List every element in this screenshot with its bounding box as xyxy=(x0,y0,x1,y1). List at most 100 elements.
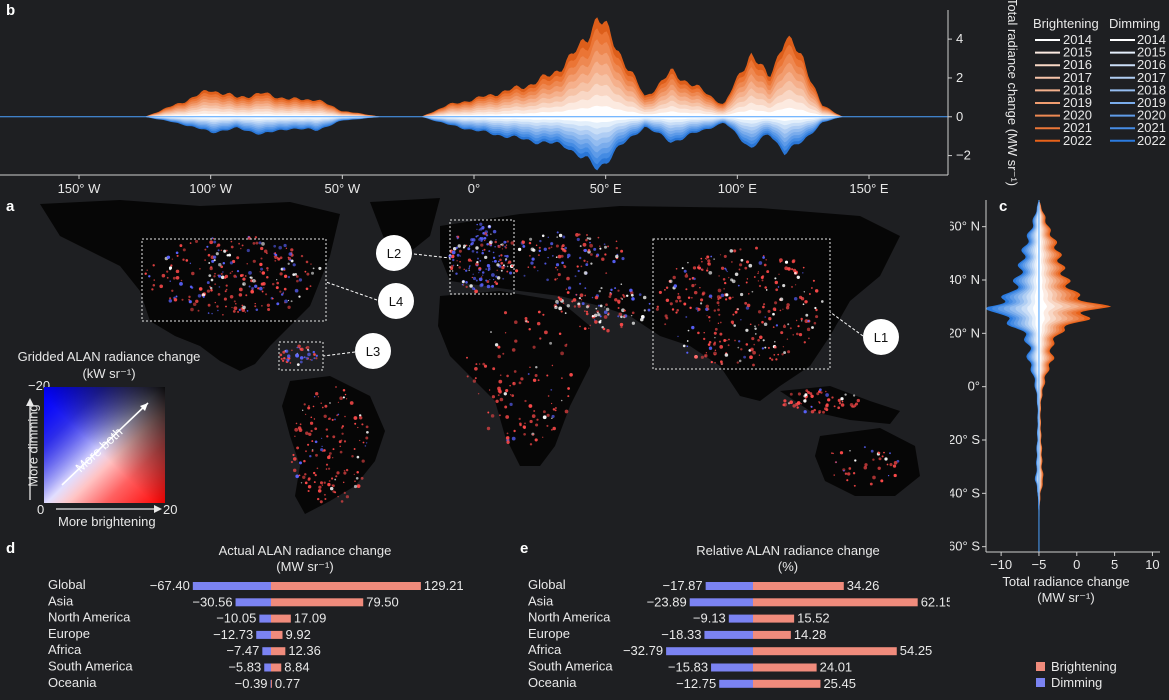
light-dot xyxy=(717,322,720,324)
light-dot xyxy=(719,345,724,349)
light-dot xyxy=(365,442,368,444)
light-dot xyxy=(547,236,550,239)
light-dot xyxy=(290,300,293,303)
light-dot xyxy=(209,266,213,271)
light-dot xyxy=(207,303,211,307)
light-dot xyxy=(558,297,563,302)
light-dot xyxy=(746,303,751,308)
light-dot xyxy=(492,367,496,371)
light-dot xyxy=(283,243,287,248)
light-dot xyxy=(837,406,841,410)
light-dot xyxy=(482,232,485,235)
light-dot xyxy=(499,414,501,417)
light-dot xyxy=(732,322,734,325)
light-dot xyxy=(305,345,310,350)
light-dot xyxy=(298,474,301,477)
light-dot xyxy=(673,284,677,288)
light-dot xyxy=(305,287,309,291)
light-dot xyxy=(658,290,662,294)
light-dot xyxy=(287,275,291,279)
light-dot xyxy=(353,484,358,489)
c-dimming-1 xyxy=(1033,200,1039,552)
chart-d-category-label: Global xyxy=(48,577,86,592)
light-dot xyxy=(216,305,219,308)
light-dot xyxy=(213,275,216,278)
legend-brightening-year-2021: 2021 xyxy=(1063,120,1092,135)
light-dot xyxy=(563,249,567,253)
light-dot xyxy=(707,343,711,346)
light-dot xyxy=(497,354,501,359)
light-dot xyxy=(283,274,288,278)
light-dot xyxy=(274,252,277,254)
light-dot xyxy=(531,257,535,261)
callout-label-l2: L2 xyxy=(387,246,401,261)
legend-swatch-brightening xyxy=(1036,661,1045,671)
light-dot xyxy=(706,267,709,269)
light-dot xyxy=(593,247,597,251)
light-dot xyxy=(452,258,455,262)
light-dot xyxy=(465,285,468,289)
light-dot xyxy=(462,284,465,286)
light-dot xyxy=(739,248,742,251)
light-dot xyxy=(586,260,589,263)
light-dot xyxy=(297,426,302,430)
light-dot xyxy=(493,259,497,263)
light-dot xyxy=(738,359,742,363)
light-dot xyxy=(820,300,824,303)
chart-b-xtick-label: 150° E xyxy=(849,181,889,196)
light-dot xyxy=(265,293,268,296)
chart-c-ytick-label: 20° N xyxy=(950,325,980,340)
legend-dimming-year-2015: 2015 xyxy=(1137,45,1166,60)
map-a-world-alan: L2 L4 L3 L1 xyxy=(40,198,920,514)
light-dot xyxy=(336,414,339,417)
dimming-area-2014 xyxy=(0,116,948,123)
legend-dimming-year-2017: 2017 xyxy=(1137,70,1166,85)
light-dot xyxy=(840,403,845,407)
light-dot xyxy=(800,402,803,405)
light-dot xyxy=(492,251,495,254)
light-dot xyxy=(707,262,710,265)
light-dot xyxy=(466,356,468,359)
light-dot xyxy=(800,317,803,321)
light-dot xyxy=(244,275,247,277)
light-dot xyxy=(789,400,793,404)
brightening-area-2022 xyxy=(0,17,948,117)
light-dot xyxy=(324,497,327,501)
light-dot xyxy=(769,357,771,359)
light-dot xyxy=(727,276,730,279)
chart-d-label-dimming: −30.56 xyxy=(192,594,232,609)
light-dot xyxy=(694,283,697,286)
light-dot xyxy=(585,238,588,242)
light-dot xyxy=(583,271,588,275)
light-dot xyxy=(573,305,577,308)
light-dot xyxy=(497,345,501,349)
light-dot xyxy=(784,266,789,271)
light-dot xyxy=(844,472,848,475)
legend-brightening-title: Brightening xyxy=(1033,16,1099,31)
light-dot xyxy=(794,271,797,275)
light-dot xyxy=(522,244,526,248)
light-dot xyxy=(877,466,881,470)
light-dot xyxy=(228,253,232,257)
panel-letter-c: c xyxy=(999,198,1008,215)
light-dot xyxy=(345,495,350,499)
light-dot xyxy=(523,426,526,430)
light-dot xyxy=(546,374,549,377)
legend-brightening-year-2016: 2016 xyxy=(1063,57,1092,72)
light-dot xyxy=(206,289,211,293)
light-dot xyxy=(608,295,612,299)
light-dot xyxy=(864,463,868,467)
light-dot xyxy=(675,311,678,314)
chart-b-xtick-label: 150° W xyxy=(58,181,102,196)
light-dot xyxy=(248,285,251,288)
light-dot xyxy=(669,279,673,284)
light-dot xyxy=(798,295,803,300)
light-dot xyxy=(620,325,623,329)
light-dot xyxy=(757,310,762,314)
light-dot xyxy=(190,307,194,312)
light-dot xyxy=(231,270,233,273)
chart-d-category-label: Asia xyxy=(48,593,74,608)
light-dot xyxy=(566,343,568,345)
chart-c-ytick-label: 40° N xyxy=(950,272,980,287)
light-dot xyxy=(309,454,312,458)
